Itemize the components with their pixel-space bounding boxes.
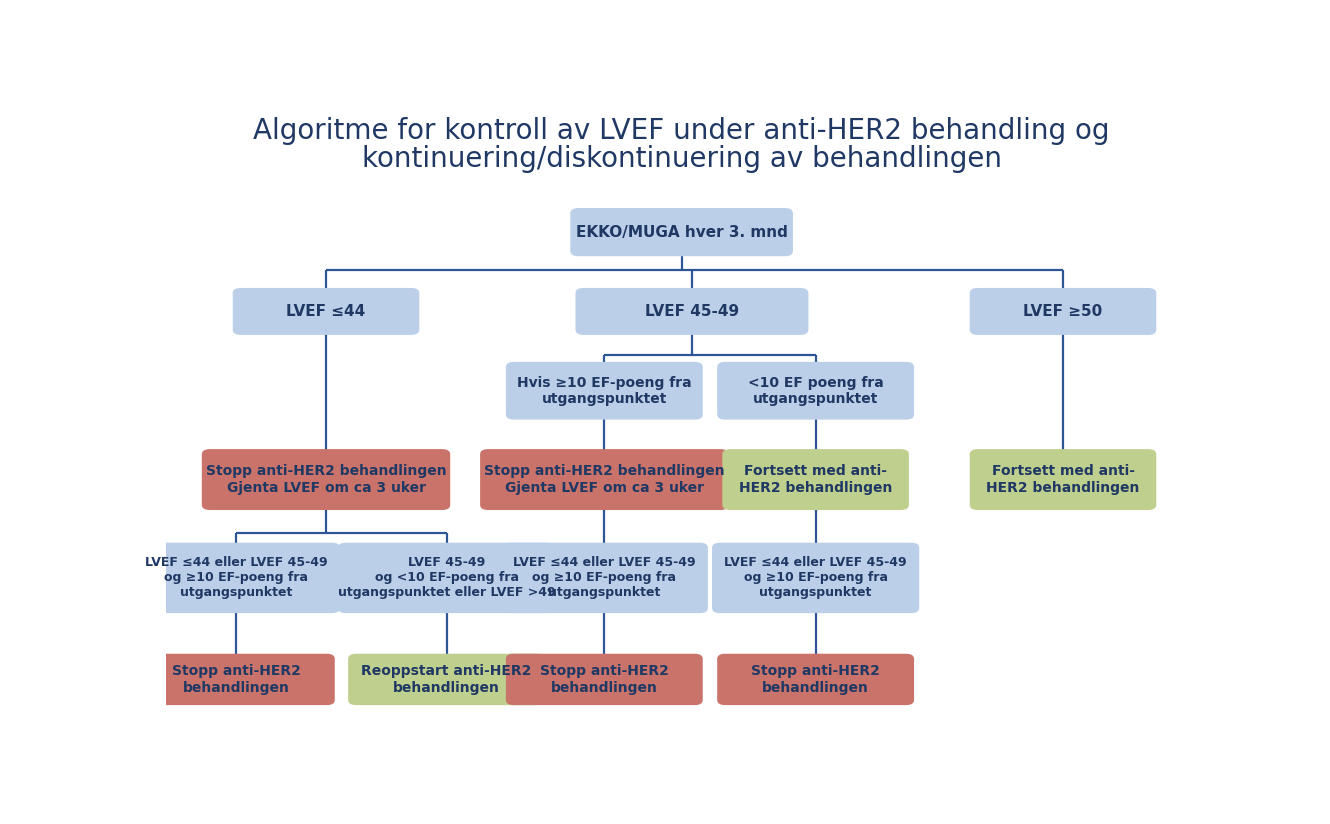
Text: LVEF ≤44: LVEF ≤44 [286,304,366,319]
FancyBboxPatch shape [338,543,556,613]
Text: Stopp anti-HER2
behandlingen: Stopp anti-HER2 behandlingen [540,664,669,695]
FancyBboxPatch shape [717,362,914,419]
Text: LVEF ≤44 eller LVEF 45-49
og ≥10 EF-poeng fra
utgangspunktet: LVEF ≤44 eller LVEF 45-49 og ≥10 EF-poen… [725,556,907,599]
Text: Stopp anti-HER2 behandlingen
Gjenta LVEF om ca 3 uker: Stopp anti-HER2 behandlingen Gjenta LVEF… [206,465,447,494]
Text: Stopp anti-HER2
behandlingen: Stopp anti-HER2 behandlingen [172,664,301,695]
Text: Reoppstart anti-HER2
behandlingen: Reoppstart anti-HER2 behandlingen [362,664,532,695]
FancyBboxPatch shape [576,288,809,335]
Text: Fortsett med anti-
HER2 behandlingen: Fortsett med anti- HER2 behandlingen [739,465,892,494]
FancyBboxPatch shape [712,543,919,613]
FancyBboxPatch shape [717,653,914,705]
Text: Stopp anti-HER2
behandlingen: Stopp anti-HER2 behandlingen [751,664,880,695]
FancyBboxPatch shape [505,362,702,419]
FancyBboxPatch shape [133,543,340,613]
FancyBboxPatch shape [138,653,335,705]
Text: LVEF ≤44 eller LVEF 45-49
og ≥10 EF-poeng fra
utgangspunktet: LVEF ≤44 eller LVEF 45-49 og ≥10 EF-poen… [145,556,327,599]
Text: LVEF 45-49: LVEF 45-49 [645,304,739,319]
FancyBboxPatch shape [480,449,729,510]
FancyBboxPatch shape [202,449,451,510]
Text: LVEF ≤44 eller LVEF 45-49
og ≥10 EF-poeng fra
utgangspunktet: LVEF ≤44 eller LVEF 45-49 og ≥10 EF-poen… [513,556,696,599]
Text: LVEF 45-49
og <10 EF-poeng fra
utgangspunktet eller LVEF >49: LVEF 45-49 og <10 EF-poeng fra utgangspu… [338,556,556,599]
FancyBboxPatch shape [233,288,419,335]
FancyBboxPatch shape [348,653,545,705]
Text: LVEF ≥50: LVEF ≥50 [1023,304,1103,319]
Text: Algoritme for kontroll av LVEF under anti-HER2 behandling og: Algoritme for kontroll av LVEF under ant… [254,117,1109,144]
Text: Stopp anti-HER2 behandlingen
Gjenta LVEF om ca 3 uker: Stopp anti-HER2 behandlingen Gjenta LVEF… [484,465,725,494]
FancyBboxPatch shape [970,449,1156,510]
Text: Fortsett med anti-
HER2 behandlingen: Fortsett med anti- HER2 behandlingen [987,465,1140,494]
FancyBboxPatch shape [500,543,708,613]
Text: <10 EF poeng fra
utgangspunktet: <10 EF poeng fra utgangspunktet [747,376,883,406]
FancyBboxPatch shape [970,288,1156,335]
Text: kontinuering/diskontinuering av behandlingen: kontinuering/diskontinuering av behandli… [362,145,1001,173]
FancyBboxPatch shape [571,208,793,256]
Text: EKKO/MUGA hver 3. mnd: EKKO/MUGA hver 3. mnd [576,225,787,240]
FancyBboxPatch shape [505,653,702,705]
FancyBboxPatch shape [722,449,908,510]
Text: Hvis ≥10 EF-poeng fra
utgangspunktet: Hvis ≥10 EF-poeng fra utgangspunktet [517,376,692,406]
